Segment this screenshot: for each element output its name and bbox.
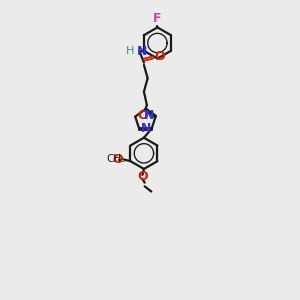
Text: O: O	[112, 153, 122, 166]
Text: N: N	[141, 122, 151, 135]
Text: H: H	[126, 46, 134, 56]
Text: O: O	[154, 50, 165, 62]
Text: O: O	[137, 170, 148, 183]
Text: N: N	[143, 110, 154, 122]
Text: O: O	[137, 110, 148, 122]
Text: F: F	[153, 12, 162, 25]
Text: N: N	[137, 45, 147, 58]
Text: CH₃: CH₃	[106, 154, 126, 164]
